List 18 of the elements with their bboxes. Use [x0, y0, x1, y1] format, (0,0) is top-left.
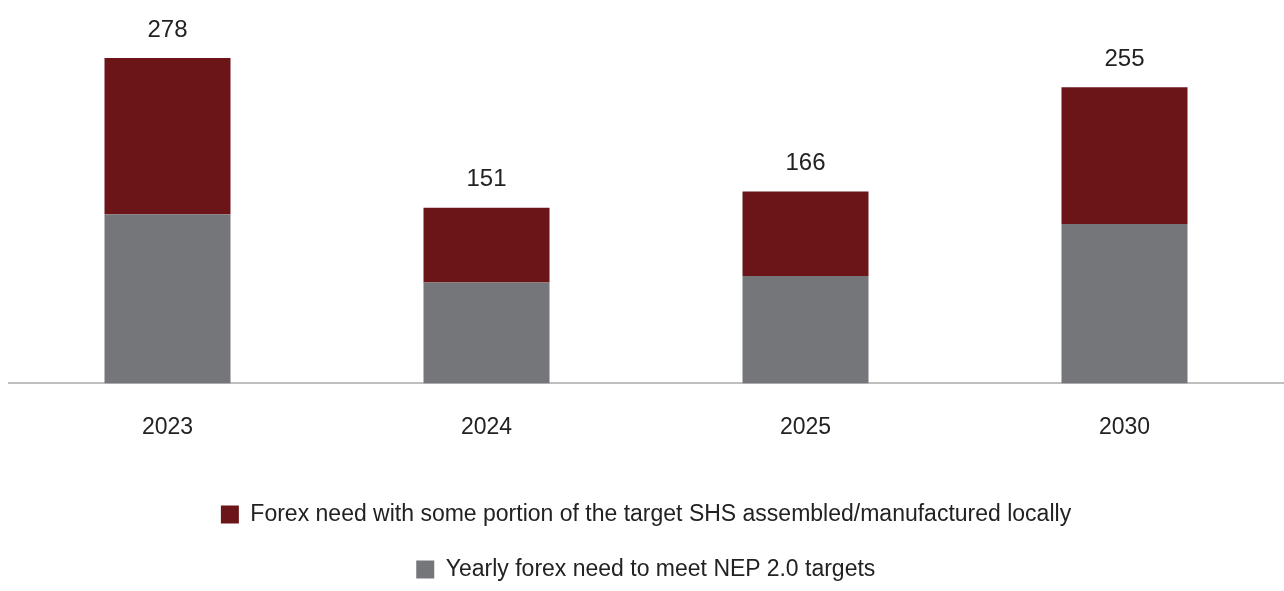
x-tick-label: 2030 — [1098, 412, 1151, 439]
x-tick-label: 2024 — [460, 412, 513, 439]
annotation: 278 — [147, 14, 188, 42]
annotation: 255 — [1104, 43, 1145, 71]
bar — [742, 276, 869, 384]
bar — [423, 282, 550, 384]
bar — [423, 207, 550, 283]
bar — [104, 58, 231, 215]
bar — [742, 191, 869, 277]
legend-label: Forex need with some portion of the target SHS assembled/manufactured locally — [250, 499, 1072, 526]
annotation: 166 — [785, 148, 826, 176]
annotation: 151 — [466, 164, 507, 192]
x-tick-label: 2023 — [141, 412, 194, 439]
bar — [1061, 87, 1188, 224]
x-tick-label: 2025 — [779, 412, 832, 439]
bar — [1061, 223, 1188, 384]
legend-label: Yearly forex need to meet NEP 2.0 targets — [445, 554, 876, 581]
bar — [104, 214, 231, 384]
